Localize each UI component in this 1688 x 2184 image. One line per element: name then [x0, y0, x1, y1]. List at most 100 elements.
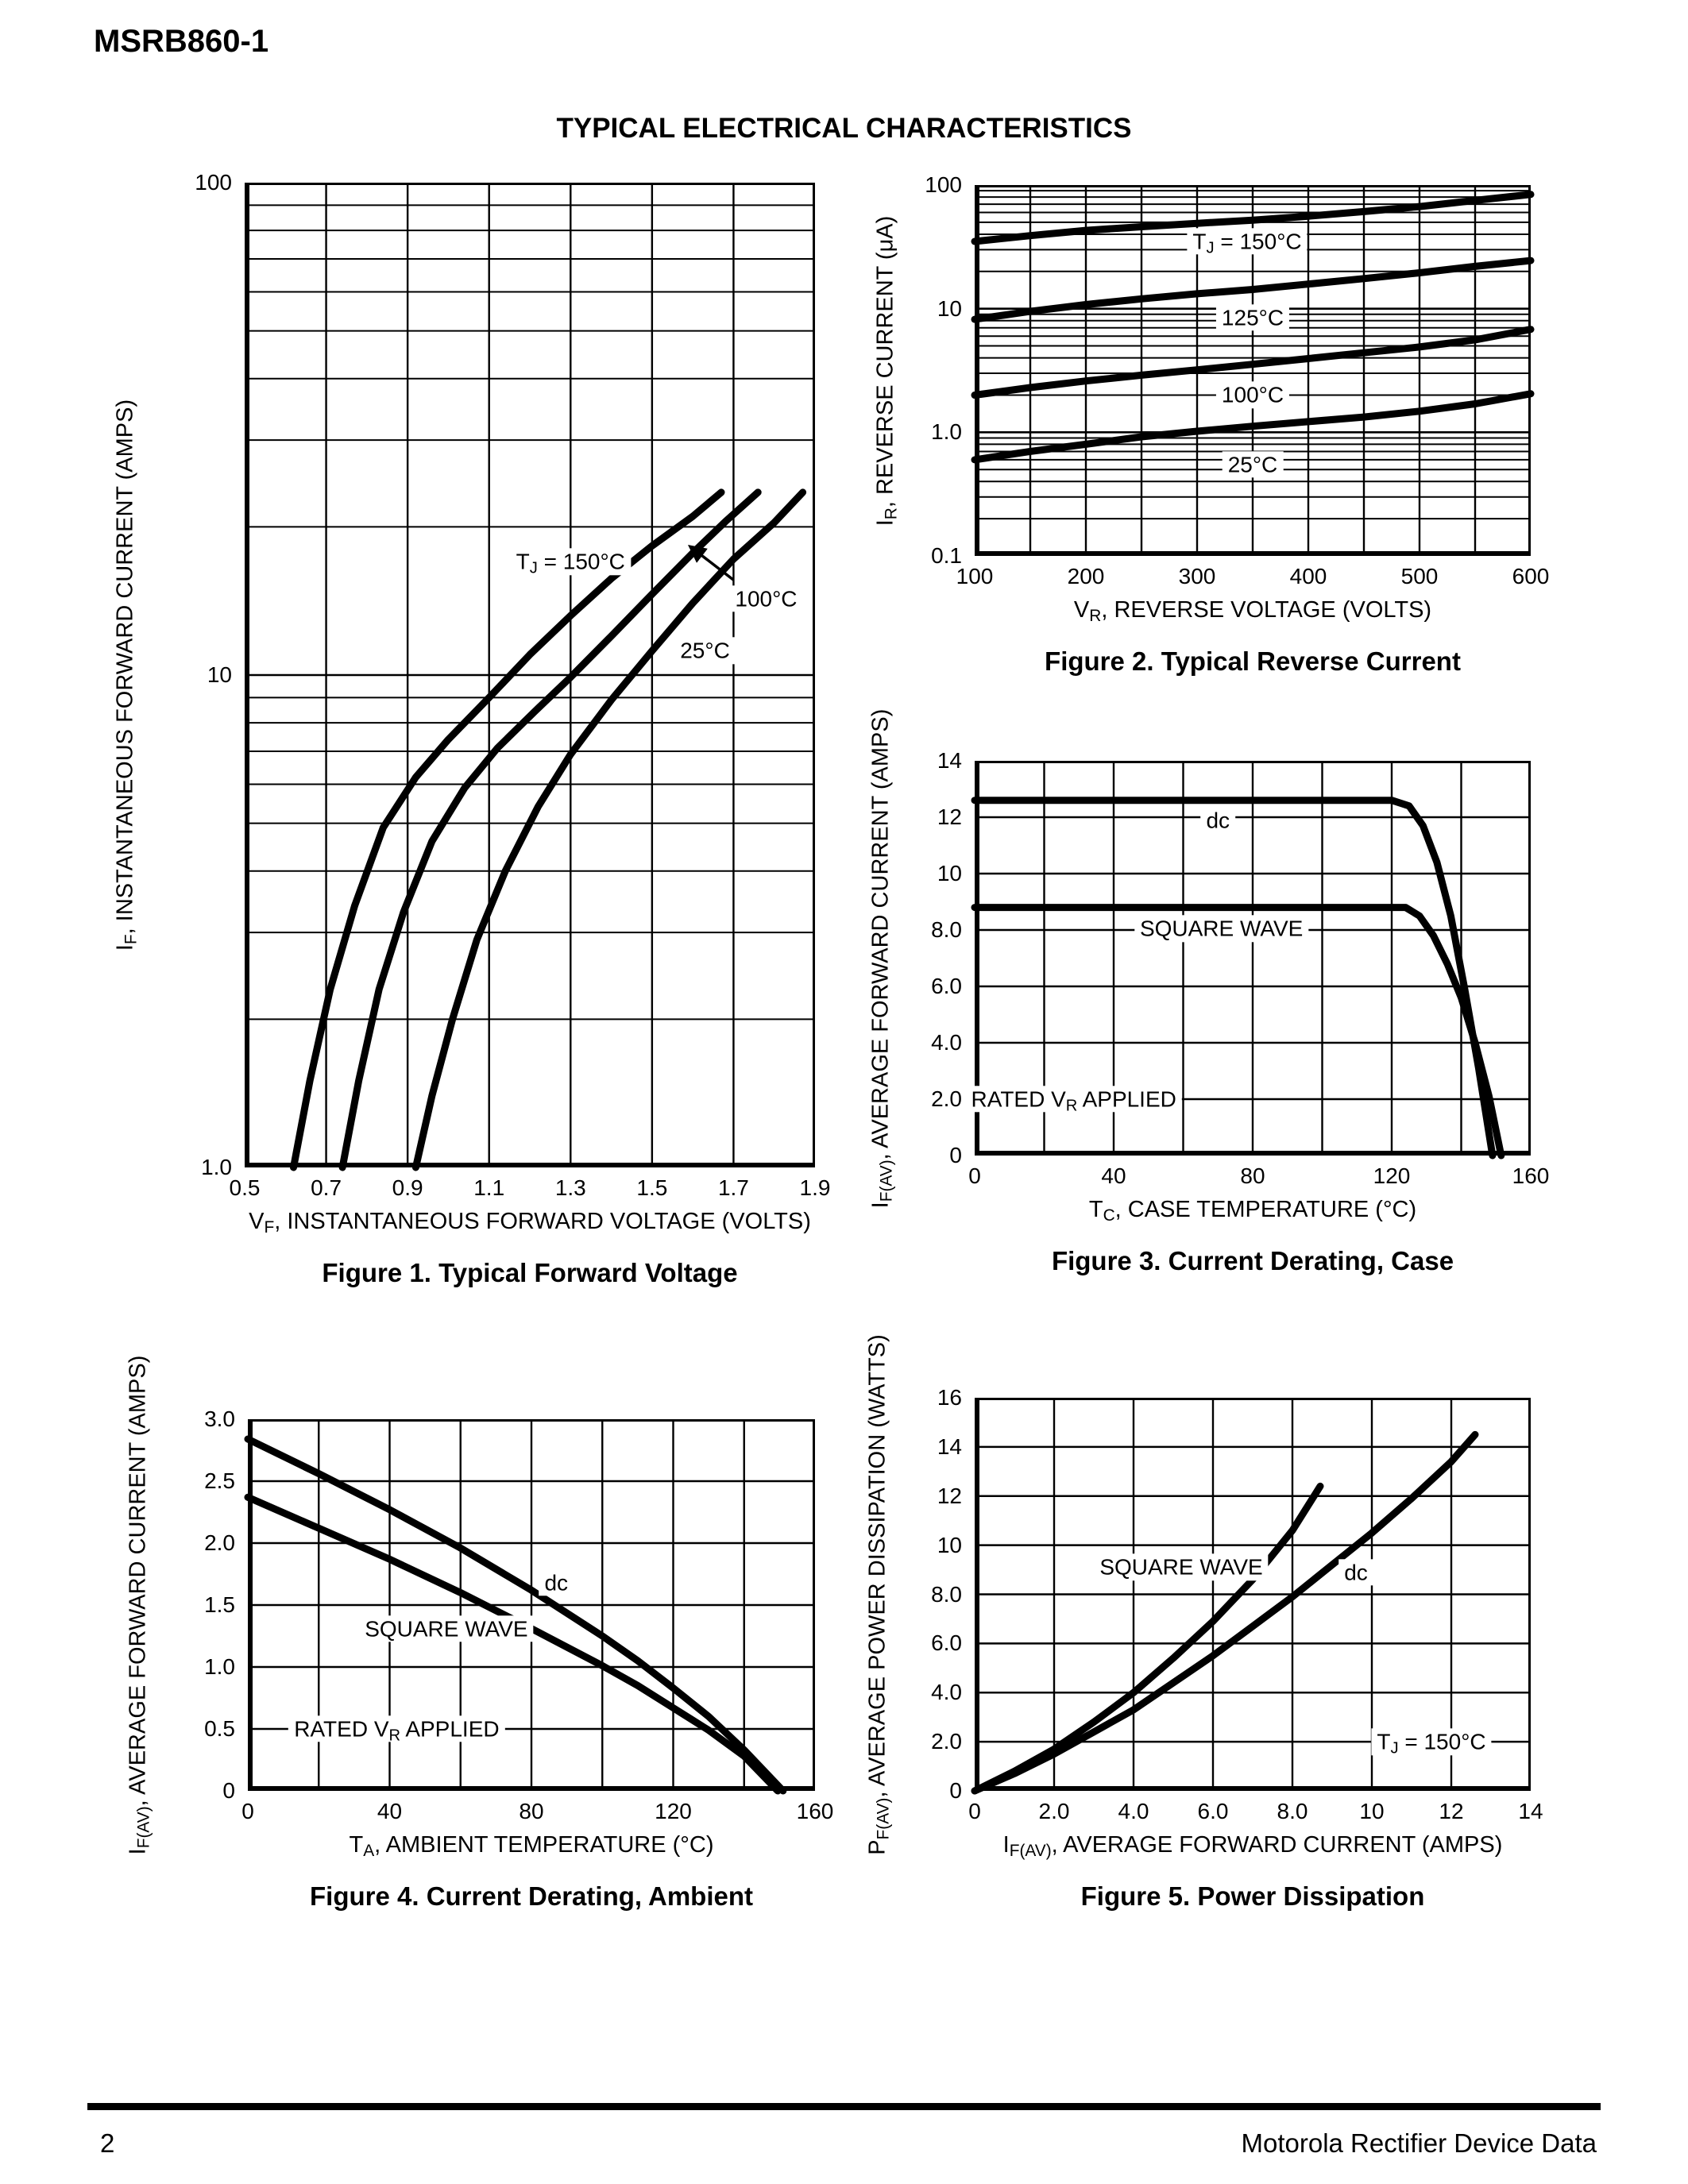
figure-5-power-dissipation: PF(AV), AVERAGE POWER DISSIPATION (WATTS…: [865, 1334, 1543, 1909]
figure-4-current-derating-ambient: IF(AV), AVERAGE FORWARD CURRENT (AMPS) T…: [126, 1356, 834, 1909]
x-tick-label: 300: [1178, 564, 1216, 588]
x-tick-label: 1.1: [473, 1175, 505, 1200]
x-tick-label: 4.0: [1118, 1799, 1149, 1823]
y-tick-label: 14: [937, 748, 962, 773]
chart-canvas: [971, 185, 1535, 556]
x-tick-label: 1.3: [554, 1175, 586, 1200]
y-tick-label: 2.0: [931, 1729, 962, 1754]
x-tick-label: 0.7: [311, 1175, 342, 1200]
series-100-c: [971, 326, 1535, 399]
x-tick-label: 2.0: [1038, 1799, 1070, 1823]
x-tick-label: 80: [1240, 1163, 1265, 1188]
y-tick-label: 1.0: [201, 1155, 232, 1179]
curve-label-square-wave: SQUARE WAVE: [1134, 915, 1309, 942]
figure-2-typical-reverse-current: IR, REVERSE CURRENT (μA) VR, REVERSE VOL…: [873, 174, 1550, 675]
y-tick-label: 6.0: [931, 1630, 962, 1656]
y-tick-label: 16: [937, 1385, 962, 1410]
figure-caption: Figure 5. Power Dissipation: [1080, 1881, 1425, 1911]
y-tick-label: 1.0: [204, 1654, 235, 1679]
x-tick-label: 0: [241, 1799, 254, 1823]
figure-caption: Figure 1. Typical Forward Voltage: [322, 1258, 738, 1287]
x-tick-label: 80: [519, 1799, 544, 1823]
series-100-c: [338, 488, 762, 1171]
x-tick-label: 200: [1067, 564, 1105, 588]
x-tick-label: 14: [1518, 1799, 1543, 1823]
x-tick-label: 500: [1400, 564, 1439, 588]
document-id: MSRB860-1: [94, 24, 269, 59]
subscript: J: [529, 559, 538, 577]
x-axis-label: VR, REVERSE VOLTAGE (VOLTS): [1073, 597, 1432, 625]
y-tick-label: 4.0: [931, 1680, 962, 1705]
curve-label-dc: dc: [539, 1569, 574, 1596]
y-axis-label: IF(AV), AVERAGE FORWARD CURRENT (AMPS): [125, 1355, 153, 1855]
series-tj-150-c: [971, 191, 1535, 245]
series-dc: [971, 1430, 1479, 1795]
curve-label-rated-vr-applied: RATED VR APPLIED: [288, 1715, 505, 1745]
y-tick-label: 0: [949, 1143, 962, 1167]
series-25-c: [411, 488, 807, 1171]
page-title: TYPICAL ELECTRICAL CHARACTERISTICS: [556, 113, 1132, 144]
y-tick-label: 10: [937, 1532, 962, 1557]
x-axis-label: IF(AV), AVERAGE FORWARD CURRENT (AMPS): [1002, 1832, 1503, 1860]
subscript: F: [122, 934, 141, 945]
figure-caption: Figure 4. Current Derating, Ambient: [309, 1881, 754, 1911]
x-tick-label: 0: [968, 1163, 981, 1188]
y-tick-label: 6.0: [931, 974, 962, 998]
x-tick-label: 8.0: [1277, 1799, 1308, 1823]
figure-3-current-derating-case: IF(AV), AVERAGE FORWARD CURRENT (AMPS) T…: [868, 708, 1550, 1274]
x-tick-label: 1.9: [799, 1175, 831, 1200]
chart-canvas: [971, 1398, 1531, 1795]
figure-caption: Figure 2. Typical Reverse Current: [1045, 646, 1461, 676]
x-tick-label: 120: [1373, 1163, 1411, 1188]
y-tick-label: 0.1: [931, 543, 962, 568]
subscript: J: [1206, 239, 1215, 257]
curve-label-100-c: 100°C: [729, 585, 803, 612]
chart-canvas: [245, 183, 815, 1171]
subscript: J: [1390, 1739, 1399, 1758]
y-tick-label: 100: [925, 172, 962, 197]
annotation-arrow: [687, 544, 735, 581]
curve-label-dc: dc: [1200, 806, 1236, 834]
x-axis-label: TA, AMBIENT TEMPERATURE (°C): [349, 1832, 714, 1860]
x-tick-label: 40: [1101, 1163, 1126, 1188]
subscript: F(AV): [874, 1796, 893, 1839]
x-tick-label: 10: [1359, 1799, 1385, 1823]
x-axis-label: TC, CASE TEMPERATURE (°C): [1088, 1197, 1417, 1225]
x-tick-label: 400: [1289, 564, 1327, 588]
y-tick-label: 14: [937, 1433, 962, 1459]
series-square-wave: [244, 1493, 782, 1795]
y-tick-label: 12: [937, 1483, 962, 1508]
subscript: F(AV): [134, 1806, 153, 1849]
y-axis-label: IF(AV), AVERAGE FORWARD CURRENT (AMPS): [867, 708, 896, 1208]
x-tick-label: 0.5: [229, 1175, 261, 1200]
footer-page-number: 2: [100, 2128, 115, 2158]
x-tick-label: 1.5: [636, 1175, 668, 1200]
x-tick-label: 0: [968, 1799, 981, 1823]
subscript: A: [363, 1842, 375, 1860]
y-tick-label: 10: [207, 662, 232, 687]
x-tick-label: 100: [956, 564, 994, 588]
y-tick-label: 10: [937, 295, 962, 321]
curve-label-square-wave: SQUARE WAVE: [1094, 1553, 1269, 1581]
subscript: R: [388, 1727, 401, 1745]
series-square-wave: [971, 904, 1505, 1160]
y-axis-label: IR, REVERSE CURRENT (μA): [872, 215, 901, 526]
x-tick-label: 160: [796, 1799, 834, 1823]
subscript: R: [882, 507, 901, 519]
subscript: C: [1103, 1206, 1115, 1225]
curve-label-dc: dc: [1338, 1558, 1373, 1586]
y-axis-label: PF(AV), AVERAGE POWER DISSIPATION (WATTS…: [864, 1333, 893, 1855]
y-tick-label: 10: [937, 861, 962, 886]
footer-rule: [87, 2103, 1601, 2110]
x-tick-label: 40: [377, 1799, 403, 1823]
subscript: R: [1089, 607, 1102, 625]
x-tick-label: 0.9: [392, 1175, 423, 1200]
subscript: F(AV): [877, 1159, 896, 1202]
y-axis-label: IF, INSTANTANEOUS FORWARD CURRENT (AMPS): [112, 399, 141, 951]
y-tick-label: 2.0: [931, 1086, 962, 1111]
x-tick-label: 120: [655, 1799, 692, 1823]
curve-label-square-wave: SQUARE WAVE: [359, 1615, 534, 1642]
curve-label-100-c: 100°C: [1215, 381, 1290, 409]
curve-label-125-c: 125°C: [1215, 303, 1290, 331]
